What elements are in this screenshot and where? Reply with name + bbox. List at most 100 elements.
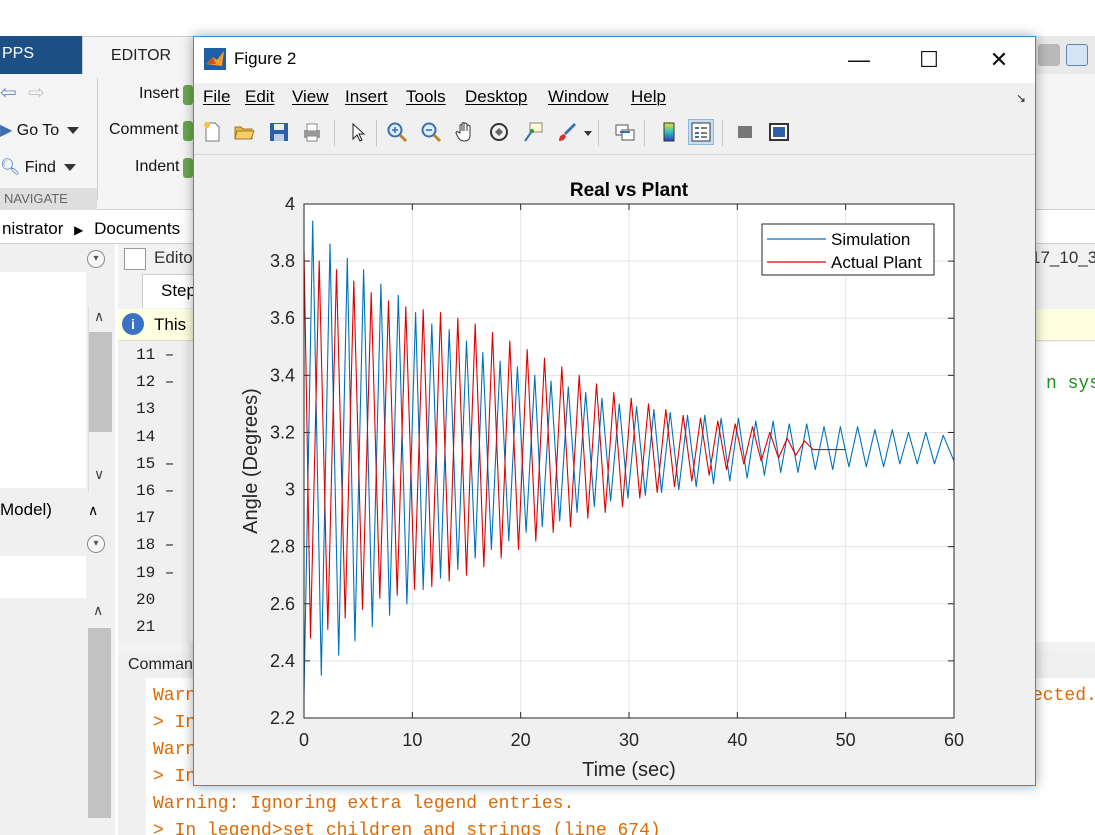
path-segment[interactable]: Documents: [94, 219, 181, 238]
y-tick-label: 3: [285, 480, 295, 500]
y-tick-label: 2.6: [270, 594, 295, 614]
x-tick-label: 60: [944, 730, 964, 750]
new-figure-icon[interactable]: [199, 119, 225, 145]
command-output-line: Warning: Ignoring extra legend entries.: [153, 794, 575, 814]
collapse-icon[interactable]: ∧: [88, 502, 99, 518]
figure-window[interactable]: Figure 2 — ☐ ✕ File Edit View Insert Too…: [193, 36, 1036, 786]
figure-titlebar[interactable]: Figure 2 — ☐ ✕: [194, 37, 1035, 83]
scroll-down-icon[interactable]: ∨: [94, 466, 105, 482]
chevron-down-icon[interactable]: [584, 131, 592, 136]
scroll-up-icon[interactable]: ∧: [94, 308, 105, 324]
toolbar-separator: [334, 120, 335, 146]
show-plot-tools-icon[interactable]: [766, 119, 792, 145]
dock-figure-icon[interactable]: ↘: [1016, 91, 1027, 105]
legend-icon[interactable]: [688, 119, 714, 145]
details-header[interactable]: Model) ∧: [0, 496, 115, 526]
back-arrow-icon[interactable]: ⇦: [0, 82, 17, 104]
y-tick-label: 2.2: [270, 708, 295, 728]
current-folder-list: [0, 272, 86, 488]
open-file-icon[interactable]: [231, 119, 257, 145]
breadcrumb-arrow-icon: ▶: [74, 223, 84, 237]
menu-desktop[interactable]: Desktop: [465, 87, 528, 106]
comment-button[interactable]: Comment: [109, 121, 179, 138]
brush-icon[interactable]: [554, 119, 580, 145]
goto-button[interactable]: ▶ Go To: [0, 120, 80, 140]
undo-icon[interactable]: [1066, 44, 1088, 66]
scrollbar[interactable]: ∧ ∨: [88, 306, 112, 492]
forward-arrow-icon: ⇨: [28, 82, 45, 104]
y-tick-label: 3.4: [270, 365, 295, 385]
figure-menubar: File Edit View Insert Tools Desktop Wind…: [194, 83, 1035, 111]
scroll-up-icon[interactable]: ∧: [93, 602, 104, 618]
command-output-line: > In: [153, 767, 197, 787]
legend-entry: Simulation: [831, 230, 910, 249]
figure-canvas[interactable]: 0 10 20 30 40 50 60 2.2 2.4 2.6 2.8 3 3.2 3.4 3.6 3.8 4 R…: [195, 156, 1035, 785]
tab-editor[interactable]: EDITOR: [82, 36, 200, 76]
maximize-button[interactable]: ☐: [919, 47, 939, 72]
zoom-in-icon[interactable]: [384, 119, 410, 145]
indent-button[interactable]: Indent: [135, 158, 180, 175]
ribbon-divider: [97, 78, 98, 200]
y-tick-label: 2.4: [270, 651, 295, 671]
colorbar-icon[interactable]: [656, 119, 682, 145]
save-all-icon[interactable]: [1038, 44, 1060, 66]
scroll-thumb[interactable]: [89, 332, 112, 432]
plot-axes[interactable]: 0 10 20 30 40 50 60 2.2 2.4 2.6 2.8 3 3.2 3.4 3.6 3.8 4 R…: [195, 156, 1035, 785]
select-arrow-icon[interactable]: [344, 119, 370, 145]
line-number: 18 –: [136, 536, 175, 555]
y-tick-label: 4: [285, 194, 295, 214]
scrollbar[interactable]: ∧: [88, 600, 112, 835]
left-panel: ▾ ∧ ∨ Model) ∧ ▾ ∧: [0, 244, 115, 835]
line-number: 11 –: [136, 346, 175, 364]
find-label: Find: [24, 159, 56, 176]
matlab-logo-icon: [204, 48, 226, 70]
scroll-thumb[interactable]: [88, 628, 111, 818]
command-gutter: [118, 678, 146, 835]
magnifier-icon: 🔍︎: [0, 159, 21, 176]
workspace-menu-icon[interactable]: ▾: [87, 535, 105, 553]
data-cursor-icon[interactable]: [520, 119, 546, 145]
legend-entry: Actual Plant: [831, 253, 922, 272]
print-icon[interactable]: [299, 119, 325, 145]
link-plot-icon[interactable]: [612, 119, 638, 145]
series-line-actual-plant: [303, 249, 846, 639]
y-tick-label: 3.6: [270, 308, 295, 328]
rotate-3d-icon[interactable]: [486, 119, 512, 145]
legend-box: [761, 223, 935, 276]
model-label: Model): [0, 500, 52, 519]
hide-plot-tools-icon[interactable]: [732, 119, 758, 145]
line-number: 17: [136, 509, 156, 528]
toolbar-separator: [644, 120, 645, 146]
insert-icon: [183, 85, 193, 105]
pan-icon[interactable]: [452, 119, 478, 145]
menu-file[interactable]: File: [203, 87, 231, 106]
line-number: 14: [136, 427, 156, 446]
save-icon[interactable]: [266, 119, 292, 145]
file-tab-right[interactable]: 17_10_3: [1031, 248, 1095, 267]
menu-help[interactable]: Help: [631, 87, 666, 106]
series-line-simulation: [303, 220, 955, 696]
panel-menu-icon[interactable]: ▾: [87, 250, 105, 268]
menu-view[interactable]: View: [292, 87, 329, 106]
insert-button[interactable]: Insert: [139, 85, 180, 102]
find-button[interactable]: 🔍︎ Find: [0, 157, 76, 177]
command-output-line: Warn: [153, 686, 197, 706]
info-icon: i: [122, 313, 144, 335]
navigate-section-label: NAVIGATE: [0, 188, 97, 210]
menu-insert[interactable]: Insert: [345, 87, 388, 106]
x-tick-label: 30: [619, 730, 639, 750]
x-tick-label: 40: [727, 730, 747, 750]
menu-window[interactable]: Window: [548, 87, 609, 106]
zoom-out-icon[interactable]: [418, 119, 444, 145]
minimize-button[interactable]: —: [848, 47, 870, 72]
menu-tools[interactable]: Tools: [406, 87, 446, 106]
x-tick-label: 10: [402, 730, 422, 750]
close-button[interactable]: ✕: [989, 47, 1009, 72]
y-tick-label: 2.8: [270, 537, 295, 557]
command-output-fragment: ected.: [1032, 686, 1095, 706]
toolbar-separator: [598, 120, 599, 146]
path-segment[interactable]: nistrator: [2, 219, 64, 238]
tab-apps[interactable]: PPS: [0, 36, 82, 74]
menu-edit[interactable]: Edit: [245, 87, 275, 106]
